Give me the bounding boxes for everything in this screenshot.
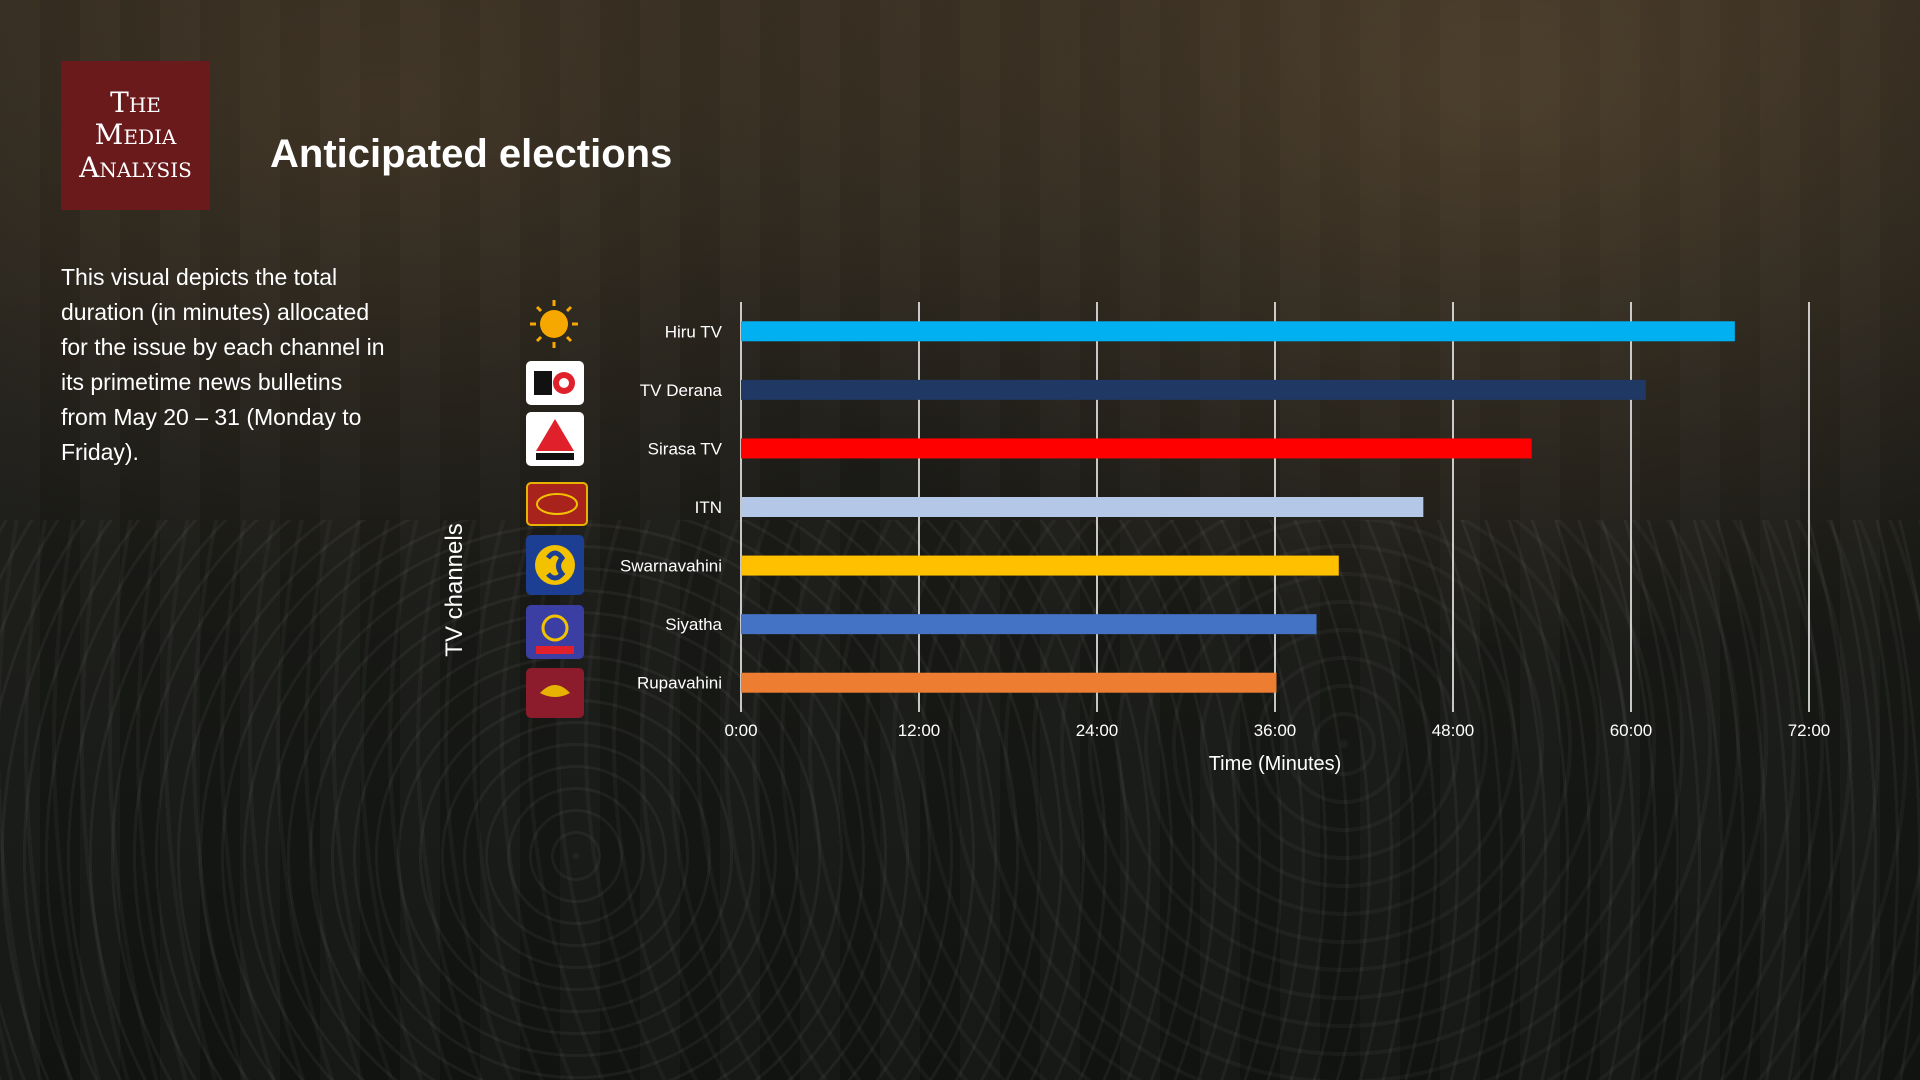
brand-line-3: Analysis	[79, 150, 192, 184]
rupavahini-logo-icon	[526, 668, 584, 718]
itn-logo-icon	[526, 482, 588, 526]
x-tick-label: 12:00	[898, 721, 941, 740]
category-label: Siyatha	[665, 615, 722, 634]
bar-rupavahini	[741, 672, 1277, 693]
bar-siyatha	[741, 614, 1317, 635]
x-axis-label: Time (Minutes)	[1209, 753, 1342, 775]
category-label: Swarnavahini	[620, 557, 722, 576]
swarnavahini-logo-icon	[526, 535, 584, 595]
bar-sirasa-tv	[741, 438, 1532, 459]
page-title: Anticipated elections	[270, 132, 673, 176]
brand-logo: The Media Analysis	[61, 61, 210, 210]
category-label: TV Derana	[640, 381, 723, 400]
category-label: ITN	[695, 498, 722, 517]
x-tick-label: 24:00	[1076, 721, 1119, 740]
brand-line-2: Media	[94, 118, 177, 152]
bar-hiru-tv	[741, 321, 1735, 342]
sirasa-tv-logo-icon	[526, 412, 584, 466]
siyatha-logo-icon	[526, 605, 584, 659]
x-tick-label: 72:00	[1788, 721, 1831, 740]
bar-swarnavahini	[741, 555, 1339, 576]
chart-description: This visual depicts the total duration (…	[61, 264, 385, 465]
category-label: Hiru TV	[665, 322, 723, 341]
tv-derana-logo-icon	[526, 361, 584, 405]
category-label: Rupavahini	[637, 674, 722, 693]
hiru-tv-logo-icon	[526, 300, 584, 348]
x-tick-label: 48:00	[1432, 721, 1475, 740]
bar-tv-derana	[741, 379, 1646, 400]
background-photo	[0, 520, 1920, 1080]
x-tick-label: 0:00	[724, 721, 757, 740]
brand-line-1: The	[110, 86, 161, 120]
bar-itn	[741, 497, 1424, 517]
x-tick-label: 36:00	[1254, 721, 1297, 740]
x-tick-label: 60:00	[1610, 721, 1653, 740]
category-label: Sirasa TV	[648, 439, 723, 458]
